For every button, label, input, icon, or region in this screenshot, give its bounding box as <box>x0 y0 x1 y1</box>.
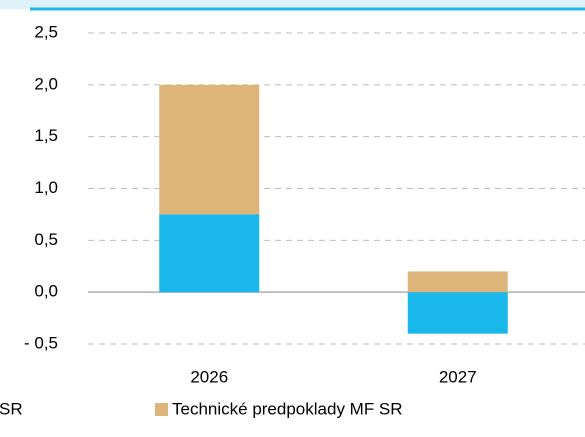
y-tick-label: - 0,5 <box>24 333 58 352</box>
x-tick-label: 2027 <box>439 367 477 386</box>
y-tick-label: 1,0 <box>34 178 58 197</box>
x-tick-label: 2026 <box>190 367 228 386</box>
bar <box>407 292 508 334</box>
y-tick-label: 2,0 <box>34 74 58 93</box>
bar <box>159 84 260 215</box>
bar <box>159 214 260 293</box>
y-tick-label: 0,0 <box>34 282 58 301</box>
bar <box>407 271 508 293</box>
y-tick-label: 0,5 <box>34 230 58 249</box>
y-tick-label: 1,5 <box>34 126 58 145</box>
y-tick-label: 2,5 <box>34 22 58 41</box>
header-band <box>0 0 585 9</box>
legend-label: Technické predpoklady MF SR <box>172 399 403 418</box>
legend-label: SR <box>0 399 23 418</box>
legend-swatch <box>155 403 168 416</box>
